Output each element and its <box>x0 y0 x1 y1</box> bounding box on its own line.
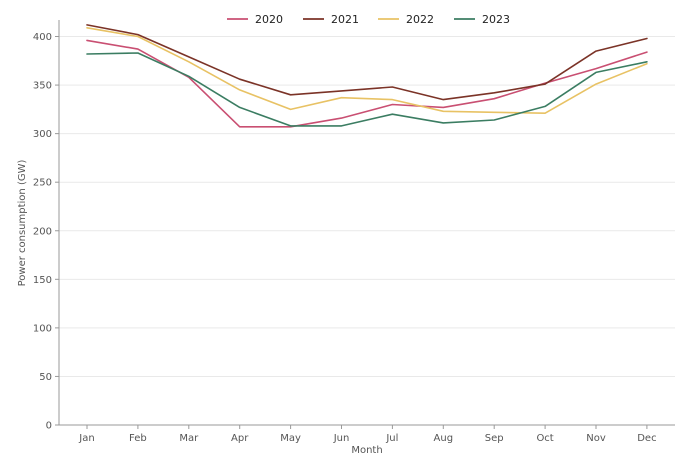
x-tick-label: Nov <box>586 433 606 444</box>
x-tick-label: Mar <box>179 433 199 444</box>
y-tick-label: 150 <box>33 275 52 286</box>
y-ticks: 0 50 100 150 200 250 300 350 400 <box>33 32 59 432</box>
y-tick-label: 100 <box>33 323 52 334</box>
y-tick-label: 250 <box>33 178 52 189</box>
x-tick-label: Jul <box>385 433 398 444</box>
x-tick-label: Apr <box>231 433 249 444</box>
y-tick-label: 350 <box>33 81 52 92</box>
y-tick-label: 400 <box>33 32 52 43</box>
x-axis-label: Month <box>351 445 382 456</box>
y-tick-label: 50 <box>39 372 52 383</box>
series-lines <box>86 24 648 128</box>
x-ticks: Jan Feb Mar Apr May Jun Jul Aug Sep Oct Nov Dec <box>78 425 657 444</box>
legend-label: 2023 <box>482 13 510 26</box>
x-tick-label: Aug <box>434 433 454 444</box>
legend-label: 2022 <box>406 13 434 26</box>
series-line-2022 <box>86 26 648 114</box>
legend-label: 2020 <box>255 13 283 26</box>
y-tick-label: 0 <box>46 421 52 432</box>
x-tick-label: May <box>280 433 301 444</box>
grid <box>59 36 675 377</box>
series-line-2021 <box>86 24 648 101</box>
x-tick-label: Feb <box>129 433 147 444</box>
series-line-2023 <box>86 52 648 127</box>
axes <box>58 20 675 426</box>
x-tick-label: Jun <box>333 433 350 444</box>
y-tick-label: 200 <box>33 226 52 237</box>
x-tick-label: Oct <box>536 433 553 444</box>
legend: 2020 2021 2022 2023 <box>227 13 510 26</box>
legend-label: 2021 <box>331 13 359 26</box>
y-tick-label: 300 <box>33 129 52 140</box>
x-tick-label: Sep <box>485 433 504 444</box>
y-axis-label: Power consumption (GW) <box>17 160 28 287</box>
x-tick-label: Jan <box>78 433 94 444</box>
x-tick-label: Dec <box>637 433 656 444</box>
